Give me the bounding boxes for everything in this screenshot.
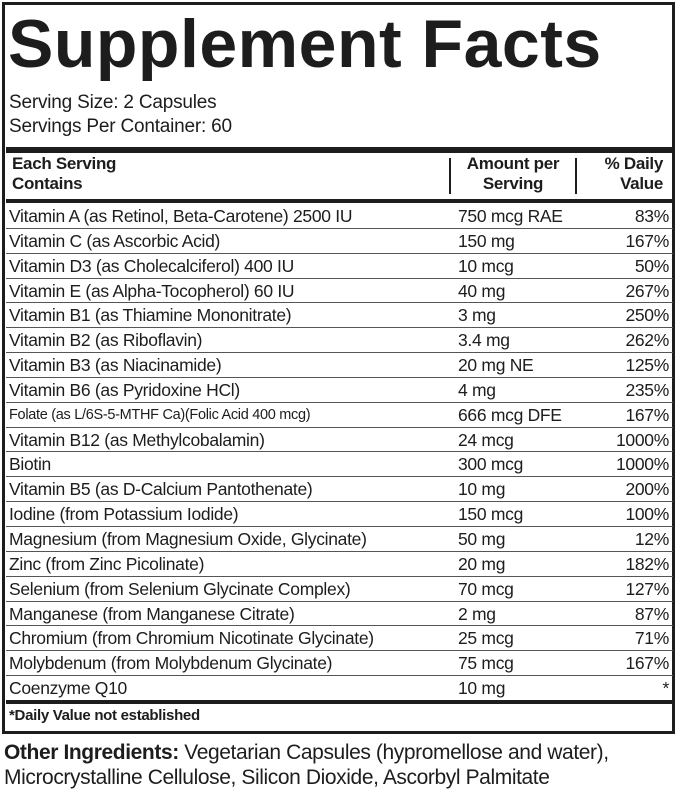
nutrient-name: Manganese (from Manganese Citrate) <box>9 603 295 624</box>
nutrient-daily-value: 125% <box>625 355 669 376</box>
nutrient-amount: 750 mcg RAE <box>458 206 563 226</box>
nutrient-name: Vitamin B5 (as D-Calcium Pantothenate) <box>9 479 313 500</box>
nutrient-name: Folate (as L/6S-5-MTHF Ca)(Folic Acid 40… <box>9 406 311 423</box>
nutrient-name: Vitamin B2 (as Riboflavin) <box>9 330 203 351</box>
nutrient-name: Vitamin B1 (as Thiamine Mononitrate) <box>9 305 292 326</box>
nutrient-daily-value: 250% <box>625 305 669 326</box>
nutrient-name: Vitamin B6 (as Pyridoxine HCl) <box>9 379 240 400</box>
other-ingredients-label: Other Ingredients: <box>4 741 179 764</box>
nutrient-daily-value: 1000% <box>616 429 669 450</box>
nutrient-name: Vitamin B3 (as Niacinamide) <box>9 355 222 376</box>
nutrient-daily-value: 71% <box>634 628 669 649</box>
nutrient-name: Vitamin B12 (as Methylcobalamin) <box>9 429 265 450</box>
nutrient-row: Biotin 300 mcg 1000% <box>6 452 673 478</box>
nutrient-name: Vitamin E (as Alpha-Tocopherol) 60 IU <box>9 280 295 301</box>
footnote: *Daily Value not established <box>9 707 200 724</box>
nutrient-amount: 50 mg <box>458 528 506 549</box>
nutrient-amount: 70 mcg <box>458 578 514 599</box>
nutrient-name: Chromium (from Chromium Nicotinate Glyci… <box>9 628 374 649</box>
serving-size: Serving Size: 2 Capsules <box>9 92 217 113</box>
nutrient-row: Vitamin B3 (as Niacinamide) 20 mg NE 125% <box>6 353 673 378</box>
nutrient-daily-value: 50% <box>634 255 669 276</box>
nutrient-name: Zinc (from Zinc Picolinate) <box>9 553 205 574</box>
nutrient-daily-value: 12% <box>634 528 669 549</box>
servings-per-container: Servings Per Container: 60 <box>9 116 232 137</box>
nutrient-daily-value: 127% <box>625 578 669 599</box>
nutrient-amount: 24 mcg <box>458 429 514 450</box>
nutrient-amount: 4 mg <box>458 379 496 400</box>
nutrient-amount: 20 mg NE <box>458 355 534 376</box>
thick-divider <box>6 147 673 153</box>
nutrient-name: Coenzyme Q10 <box>9 678 127 699</box>
other-ingredients-text: Vegetarian Capsules (hypromellose and wa… <box>4 741 609 789</box>
nutrient-row: Zinc (from Zinc Picolinate) 20 mg 182% <box>6 552 673 577</box>
nutrient-amount: 150 mg <box>458 230 515 251</box>
nutrient-amount: 150 mcg <box>458 504 524 525</box>
supplement-facts-panel <box>2 2 675 734</box>
nutrient-row: Vitamin C (as Ascorbic Acid) 150 mg 167% <box>6 229 673 254</box>
nutrient-name: Iodine (from Potassium Iodide) <box>9 504 239 525</box>
nutrient-row: Magnesium (from Magnesium Oxide, Glycina… <box>6 527 673 552</box>
nutrient-row: Vitamin D3 (as Cholecalciferol) 400 IU 10… <box>6 254 673 279</box>
nutrient-amount: 300 mcg <box>458 454 524 475</box>
nutrient-daily-value: 167% <box>625 230 669 251</box>
nutrient-daily-value: 167% <box>625 653 669 674</box>
header-divider <box>6 199 673 203</box>
nutrient-amount: 666 mcg DFE <box>458 404 562 425</box>
header-daily-value: % Daily Value <box>604 154 664 193</box>
nutrient-daily-value: 1000% <box>616 454 669 475</box>
nutrient-name: Molybdenum (from Molybdenum Glycinate) <box>9 653 333 674</box>
header-separator <box>449 158 451 194</box>
nutrient-row: Vitamin A (as Retinol, Beta-Carotene) 25… <box>6 204 673 229</box>
nutrient-amount: 3 mg <box>458 305 496 326</box>
nutrient-row: Coenzyme Q10 10 mg * <box>6 676 673 700</box>
nutrient-daily-value: 182% <box>625 553 669 574</box>
header-amount: Amount per Serving <box>466 154 560 193</box>
nutrient-amount: 20 mg <box>458 553 506 574</box>
nutrient-daily-value: * <box>662 678 669 699</box>
nutrient-amount: 10 mg <box>458 479 506 500</box>
nutrient-table: Vitamin A (as Retinol, Beta-Carotene) 25… <box>6 204 673 700</box>
nutrient-row: Vitamin B1 (as Thiamine Mononitrate) 3 mg… <box>6 303 673 329</box>
nutrient-row: Vitamin B5 (as D-Calcium Pantothenate) 10… <box>6 477 673 503</box>
nutrient-name: Selenium (from Selenium Glycinate Comple… <box>9 578 351 599</box>
nutrient-name: Vitamin D3 (as Cholecalciferol) 400 IU <box>9 255 294 276</box>
nutrient-row: Vitamin B2 (as Riboflavin) 3.4 mg 262% <box>6 328 673 354</box>
nutrient-row: Molybdenum (from Molybdenum Glycinate) 75… <box>6 651 673 677</box>
nutrient-row: Vitamin B6 (as Pyridoxine HCl) 4 mg 235% <box>6 378 673 403</box>
nutrient-daily-value: 167% <box>625 404 669 425</box>
nutrient-row: Vitamin B12 (as Methylcobalamin) 24 mcg 10… <box>6 428 673 453</box>
nutrient-daily-value: 267% <box>625 280 669 301</box>
nutrient-daily-value: 100% <box>625 504 669 525</box>
bottom-divider <box>6 700 673 704</box>
other-ingredients: Other Ingredients: Vegetarian Capsules (… <box>4 740 679 790</box>
nutrient-name: Vitamin A (as Retinol, Beta-Carotene) 25… <box>9 206 353 226</box>
nutrient-daily-value: 235% <box>625 379 669 400</box>
nutrient-row: Manganese (from Manganese Citrate) 2 mg 87… <box>6 602 673 627</box>
nutrient-row: Iodine (from Potassium Iodide) 150 mcg 100… <box>6 502 673 527</box>
nutrient-amount: 3.4 mg <box>458 330 510 351</box>
nutrient-row: Chromium (from Chromium Nicotinate Glyci… <box>6 626 673 652</box>
header-name: Each Serving Contains <box>12 154 117 193</box>
nutrient-amount: 25 mcg <box>458 628 514 649</box>
nutrient-name: Magnesium (from Magnesium Oxide, Glycina… <box>9 528 367 549</box>
nutrient-amount: 2 mg <box>458 603 496 624</box>
nutrient-daily-value: 87% <box>634 603 669 624</box>
nutrient-name: Biotin <box>9 454 51 475</box>
nutrient-amount: 10 mcg <box>458 255 514 276</box>
nutrient-daily-value: 200% <box>625 479 669 500</box>
nutrient-row: Selenium (from Selenium Glycinate Comple… <box>6 577 673 602</box>
nutrient-row: Folate (as L/6S-5-MTHF Ca)(Folic Acid 40… <box>6 403 673 428</box>
header-separator <box>575 158 577 194</box>
nutrient-amount: 10 mg <box>458 678 506 699</box>
nutrient-row: Vitamin E (as Alpha-Tocopherol) 60 IU 40 … <box>6 279 673 304</box>
nutrient-daily-value: 262% <box>625 330 669 351</box>
panel-title: Supplement Facts <box>8 6 602 82</box>
nutrient-name: Vitamin C (as Ascorbic Acid) <box>9 230 221 251</box>
nutrient-amount: 40 mg <box>458 280 506 301</box>
nutrient-amount: 75 mcg <box>458 653 514 674</box>
nutrient-daily-value: 83% <box>634 206 669 226</box>
